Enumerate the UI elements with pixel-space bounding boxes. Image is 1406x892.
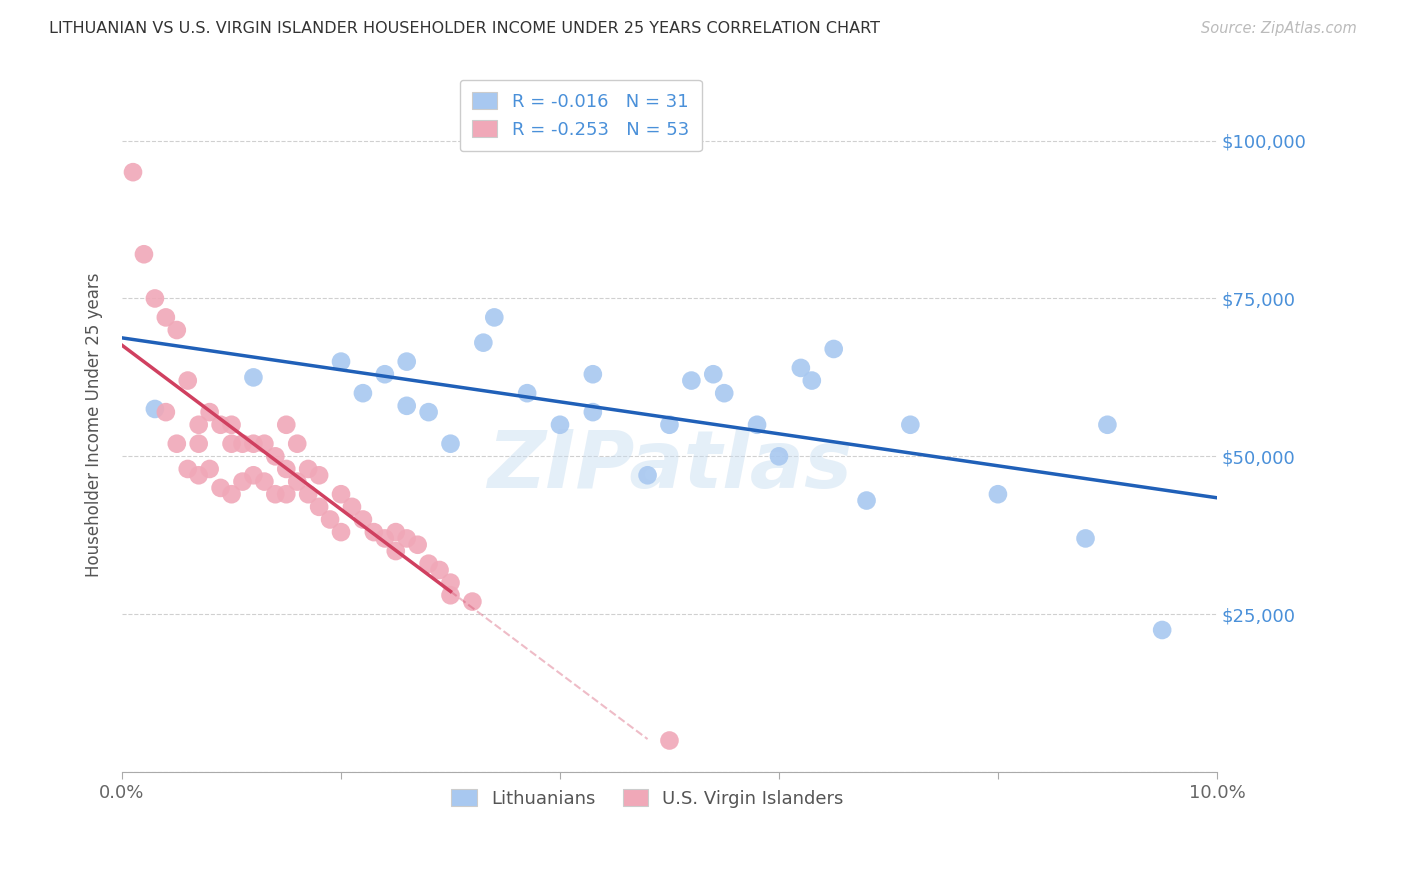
Point <box>658 733 681 747</box>
Point <box>1152 623 1174 637</box>
Point <box>363 525 385 540</box>
Point <box>768 450 790 464</box>
Point <box>242 370 264 384</box>
Point <box>132 247 155 261</box>
Point <box>352 386 374 401</box>
Point <box>439 436 461 450</box>
Point <box>702 368 724 382</box>
Point <box>330 354 353 368</box>
Point <box>198 462 221 476</box>
Point <box>209 481 232 495</box>
Point <box>231 475 253 489</box>
Point <box>297 487 319 501</box>
Point <box>516 386 538 401</box>
Point <box>340 500 363 514</box>
Point <box>198 405 221 419</box>
Point <box>330 487 353 501</box>
Point <box>790 360 813 375</box>
Point <box>166 323 188 337</box>
Point <box>285 436 308 450</box>
Point <box>898 417 921 432</box>
Point <box>823 342 845 356</box>
Point <box>231 436 253 450</box>
Point <box>264 450 287 464</box>
Point <box>1074 532 1097 546</box>
Point <box>987 487 1010 501</box>
Point <box>395 354 418 368</box>
Point <box>637 468 659 483</box>
Point <box>582 405 605 419</box>
Point <box>264 487 287 501</box>
Point <box>177 374 200 388</box>
Text: LITHUANIAN VS U.S. VIRGIN ISLANDER HOUSEHOLDER INCOME UNDER 25 YEARS CORRELATION: LITHUANIAN VS U.S. VIRGIN ISLANDER HOUSE… <box>49 21 880 36</box>
Point <box>166 436 188 450</box>
Point <box>406 538 429 552</box>
Point <box>155 310 177 325</box>
Point <box>221 487 243 501</box>
Point <box>418 557 440 571</box>
Point <box>308 468 330 483</box>
Legend: Lithuanians, U.S. Virgin Islanders: Lithuanians, U.S. Virgin Islanders <box>444 782 851 815</box>
Point <box>330 525 353 540</box>
Point <box>187 436 209 450</box>
Point <box>1097 417 1119 432</box>
Point <box>439 588 461 602</box>
Point <box>221 417 243 432</box>
Point <box>122 165 145 179</box>
Point <box>143 401 166 416</box>
Point <box>276 462 298 476</box>
Y-axis label: Householder Income Under 25 years: Householder Income Under 25 years <box>86 273 103 577</box>
Point <box>352 512 374 526</box>
Point <box>221 436 243 450</box>
Point <box>395 532 418 546</box>
Point <box>418 405 440 419</box>
Point <box>855 493 877 508</box>
Point <box>308 500 330 514</box>
Point <box>800 374 823 388</box>
Point <box>582 368 605 382</box>
Point <box>319 512 342 526</box>
Point <box>276 417 298 432</box>
Point <box>439 575 461 590</box>
Point <box>374 532 396 546</box>
Point <box>177 462 200 476</box>
Point <box>155 405 177 419</box>
Point <box>297 462 319 476</box>
Point <box>276 487 298 501</box>
Text: Source: ZipAtlas.com: Source: ZipAtlas.com <box>1201 21 1357 36</box>
Point <box>745 417 768 432</box>
Point <box>187 468 209 483</box>
Point <box>472 335 495 350</box>
Point <box>429 563 451 577</box>
Point <box>253 436 276 450</box>
Point <box>658 417 681 432</box>
Point <box>285 475 308 489</box>
Point <box>187 417 209 432</box>
Text: ZIPatlas: ZIPatlas <box>486 427 852 506</box>
Point <box>384 525 406 540</box>
Point <box>209 417 232 432</box>
Point <box>484 310 506 325</box>
Point <box>713 386 735 401</box>
Point <box>143 292 166 306</box>
Point <box>242 468 264 483</box>
Point <box>461 594 484 608</box>
Point <box>548 417 571 432</box>
Point <box>242 436 264 450</box>
Point <box>681 374 703 388</box>
Point <box>253 475 276 489</box>
Point <box>384 544 406 558</box>
Point <box>374 368 396 382</box>
Point <box>395 399 418 413</box>
